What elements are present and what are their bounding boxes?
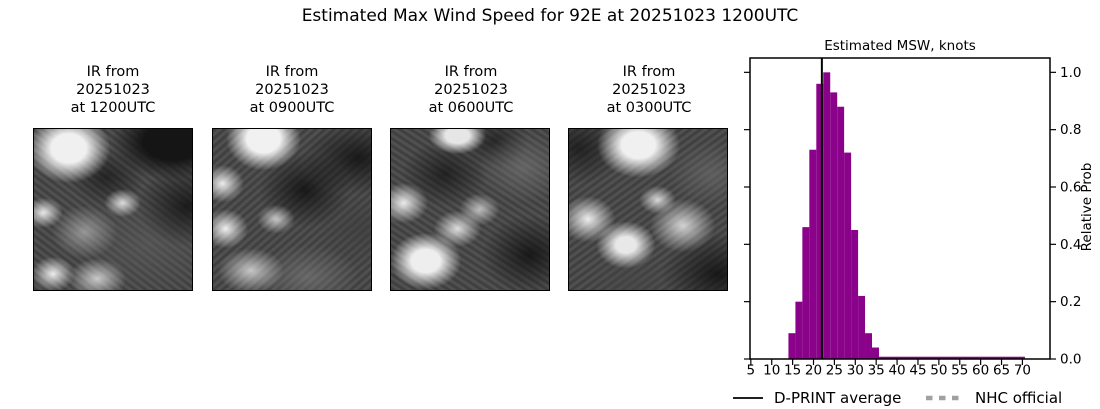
- histogram-tail-bar: [878, 356, 1025, 359]
- histogram-bar: [816, 83, 824, 360]
- histogram-bar: [844, 152, 852, 359]
- page-title: Estimated Max Wind Speed for 92E at 2025…: [301, 6, 799, 26]
- y-axis-tick-label: 0.2: [1060, 294, 1081, 310]
- histogram-bar: [802, 227, 810, 359]
- histogram-bar: [837, 106, 845, 359]
- chart-title: Estimated MSW, knots: [824, 38, 976, 54]
- x-axis-tick-label: 60: [972, 363, 989, 379]
- ir-satellite-image-1200utc: [33, 128, 193, 291]
- ir-satellite-image-0300utc: [568, 128, 728, 291]
- x-axis-tick-label: 55: [951, 363, 968, 379]
- y-axis-tick-label: 0.4: [1060, 237, 1081, 253]
- axes-box: [749, 57, 1051, 360]
- x-axis-tick-label: 30: [847, 363, 864, 379]
- legend-label-nhc-official: NHC official: [975, 389, 1062, 407]
- histogram-bar: [858, 295, 866, 359]
- x-axis-tick-label: 10: [763, 363, 780, 379]
- x-axis-tick-label: 70: [1014, 363, 1031, 379]
- x-axis-tick-label: 40: [888, 363, 905, 379]
- ir-panel-label-0900utc: IR from 20251023 at 0900UTC: [249, 64, 335, 116]
- x-axis-tick-label: 65: [993, 363, 1010, 379]
- y-axis-tick-label: 0.6: [1060, 180, 1081, 196]
- ir-panel-label-0600utc: IR from 20251023 at 0600UTC: [428, 64, 514, 116]
- ir-panel-label-0300utc: IR from 20251023 at 0300UTC: [606, 64, 692, 116]
- y-axis-tick-label: 0.8: [1060, 122, 1081, 138]
- histogram-bar: [851, 230, 859, 359]
- histogram-bar: [830, 92, 838, 360]
- x-axis-tick-label: 50: [930, 363, 947, 379]
- msw-histogram-chart: Estimated MSW, knots 5 10 15 20 25 30 35 40 45 50 5…: [733, 38, 1095, 407]
- histogram-bar: [795, 301, 803, 359]
- ir-satellite-image-0900utc: [212, 128, 372, 291]
- x-axis-tick-label: 25: [826, 363, 843, 379]
- histogram-bar: [823, 72, 831, 360]
- x-axis-tick-label: 35: [868, 363, 885, 379]
- histogram-bar: [872, 347, 879, 359]
- x-axis-tick-label: 20: [805, 363, 822, 379]
- histogram-bar: [809, 149, 817, 359]
- y-axis-tick-label: 1.0: [1060, 65, 1081, 81]
- y-axis-title: Relative Prob: [1079, 163, 1095, 252]
- x-axis-tick-label: 5: [747, 363, 756, 379]
- y-axis-tick-label: 0.0: [1060, 352, 1081, 368]
- histogram-bar: [788, 333, 796, 359]
- x-axis-tick-label: 45: [909, 363, 926, 379]
- ir-panel-label-1200utc: IR from 20251023 at 1200UTC: [70, 64, 156, 116]
- legend-label-dprint-average: D-PRINT average: [774, 389, 901, 407]
- x-axis-tick-label: 15: [784, 363, 801, 379]
- histogram-bar: [865, 333, 873, 359]
- ir-satellite-image-0600utc: [390, 128, 550, 291]
